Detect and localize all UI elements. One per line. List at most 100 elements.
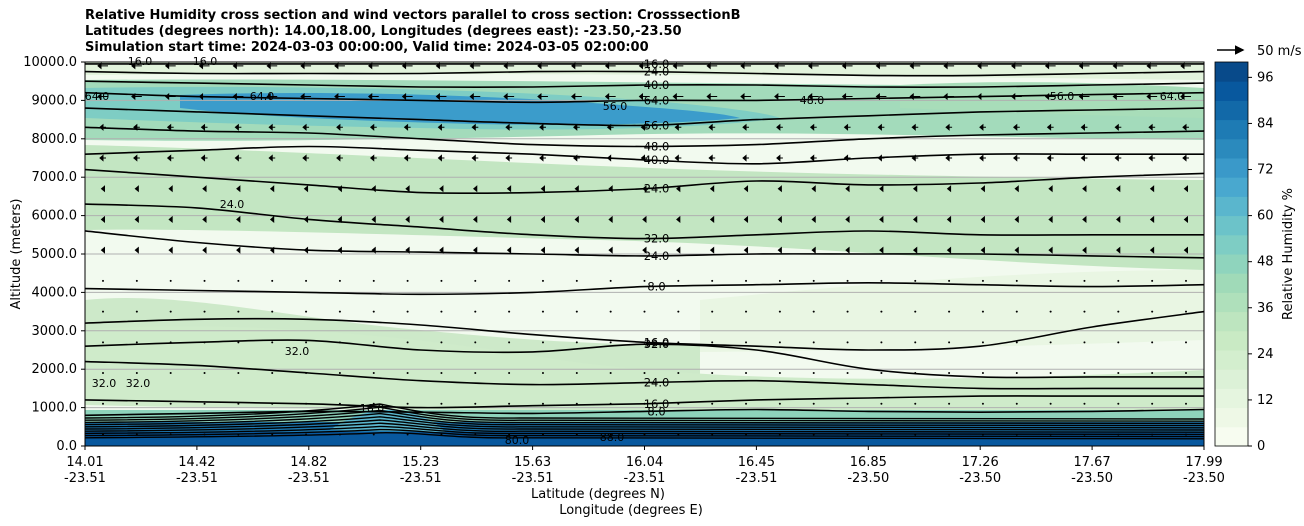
wind-vector-dot: [812, 310, 815, 313]
wind-vector-arrow: [845, 185, 850, 193]
contour-label-extra: 64.0: [1160, 90, 1185, 103]
wind-vector-arrow: [877, 123, 885, 131]
contour-line: [85, 339, 1204, 379]
wind-vector-dot: [1185, 372, 1187, 375]
x-tick-label-lat: 16.45: [738, 455, 775, 470]
wind-vector-arrow: [303, 215, 309, 224]
wind-vector-dot: [745, 372, 748, 375]
wind-vector-arrow: [1046, 154, 1054, 162]
wind-vector-dot: [711, 310, 714, 313]
wind-vector-arrow: [1082, 185, 1087, 193]
wind-vector-dot: [643, 402, 646, 405]
wind-vector-arrow: [1182, 154, 1189, 162]
wind-vector-arrow: [1114, 123, 1122, 131]
wind-vector-arrow: [574, 215, 579, 224]
contour-label-extra: 48.0: [800, 94, 825, 107]
wind-vector-arrow: [811, 185, 816, 193]
surface-contour: [85, 416, 1204, 429]
wind-vector-dot: [812, 372, 815, 375]
wind-vector-arrow: [943, 62, 955, 70]
wind-vector-arrow: [1149, 215, 1155, 224]
colorbar-tick-label: 60: [1257, 209, 1274, 224]
wind-vector-arrow: [234, 154, 242, 162]
wind-vector-arrow: [979, 123, 986, 131]
wind-vector-dot: [237, 372, 240, 375]
wind-vector-arrow: [405, 185, 410, 193]
contour-label: 64.0: [644, 93, 670, 107]
wind-vector-dot: [305, 279, 308, 282]
wind-vector-dot: [609, 341, 612, 344]
colorbar-swatch: [1215, 62, 1248, 82]
wind-vector-arrow: [1080, 154, 1088, 162]
wind-vector-dot: [1185, 310, 1187, 313]
wind-vector-dot: [880, 341, 883, 344]
wind-vector-arrow: [403, 123, 411, 131]
wind-vector-arrow: [980, 185, 985, 193]
wind-vector-arrow: [1180, 62, 1191, 70]
contour-line: [85, 80, 1204, 89]
wind-vector-arrow: [503, 62, 515, 70]
contour-label-extra: 32.0: [126, 377, 151, 390]
wind-vector-dot: [745, 279, 748, 282]
wind-vector-dot: [271, 310, 274, 313]
wind-vector-dot: [677, 372, 680, 375]
wind-vector-arrow: [439, 185, 444, 193]
wind-vector-dot: [880, 310, 883, 313]
wind-vector-arrow: [742, 154, 750, 162]
wind-vector-arrow: [134, 246, 139, 254]
wind-vector-arrow: [337, 246, 342, 254]
colorbar-swatch: [1215, 138, 1248, 159]
wind-vector-dot: [135, 372, 138, 375]
contour-label-extra: 16.0: [360, 402, 385, 415]
contour-label: 40.0: [644, 153, 670, 167]
colorbar-swatch: [1215, 81, 1248, 101]
wind-vector-arrow: [642, 246, 647, 254]
y-tick-label: 10000.0: [23, 55, 77, 70]
contour-label: 32.0: [644, 337, 670, 351]
wind-vector-dot: [338, 310, 341, 313]
wind-vector-arrow: [97, 62, 108, 70]
wind-vector-arrow: [676, 215, 681, 224]
wind-vector-arrow: [302, 123, 310, 131]
wind-vector-arrow: [809, 123, 817, 131]
wind-vector-arrow: [469, 62, 481, 70]
wind-vector-dot: [541, 402, 544, 405]
wind-vector-arrow: [300, 92, 312, 101]
wind-vector-dot: [1151, 372, 1154, 375]
wind-vector-arrow: [841, 62, 853, 70]
wind-vector-arrow: [371, 246, 376, 254]
wind-vector-dot: [1083, 372, 1086, 375]
x-tick-label-lon: -23.50: [847, 471, 889, 486]
wind-vector-arrow: [676, 246, 681, 254]
wind-vector-dot: [1151, 310, 1154, 313]
wind-vector-arrow: [232, 62, 244, 70]
wind-vector-dot: [778, 279, 781, 282]
wind-vector-dot: [203, 279, 206, 282]
wind-vector-dot: [778, 341, 781, 344]
wind-vector-arrow: [676, 185, 681, 193]
wind-vector-arrow: [131, 92, 142, 101]
contour-label: 16.0: [644, 57, 670, 71]
colorbar-swatch: [1215, 234, 1248, 255]
wind-vector-dot: [440, 402, 443, 405]
contour-label-extra: 16.0: [128, 55, 153, 68]
x-tick-label-lat: 17.99: [1185, 455, 1222, 470]
y-tick-label: 9000.0: [32, 93, 78, 108]
wind-vector-arrow: [369, 154, 377, 162]
wind-vector-dot: [981, 341, 984, 344]
wind-vector-dot: [677, 433, 680, 436]
contour-labels: 8.016.024.032.016.08.024.032.024.040.048…: [85, 55, 1185, 447]
wind-vector-arrow: [405, 246, 410, 254]
wind-vector-dot: [609, 433, 612, 436]
wind-vector-dot: [440, 433, 443, 436]
wind-vector-arrow: [100, 185, 105, 193]
wind-vector-arrow: [435, 62, 447, 70]
wind-vector-arrow: [403, 154, 411, 162]
wind-vector-arrow: [875, 92, 887, 101]
colorbar-tick-label: 84: [1257, 116, 1274, 131]
wind-vector-arrow: [708, 154, 716, 162]
wind-vector-arrow: [1014, 185, 1019, 193]
wind-vector-dot: [237, 433, 240, 436]
wind-vector-dot: [203, 433, 206, 436]
y-tick-label: 7000.0: [32, 170, 78, 185]
